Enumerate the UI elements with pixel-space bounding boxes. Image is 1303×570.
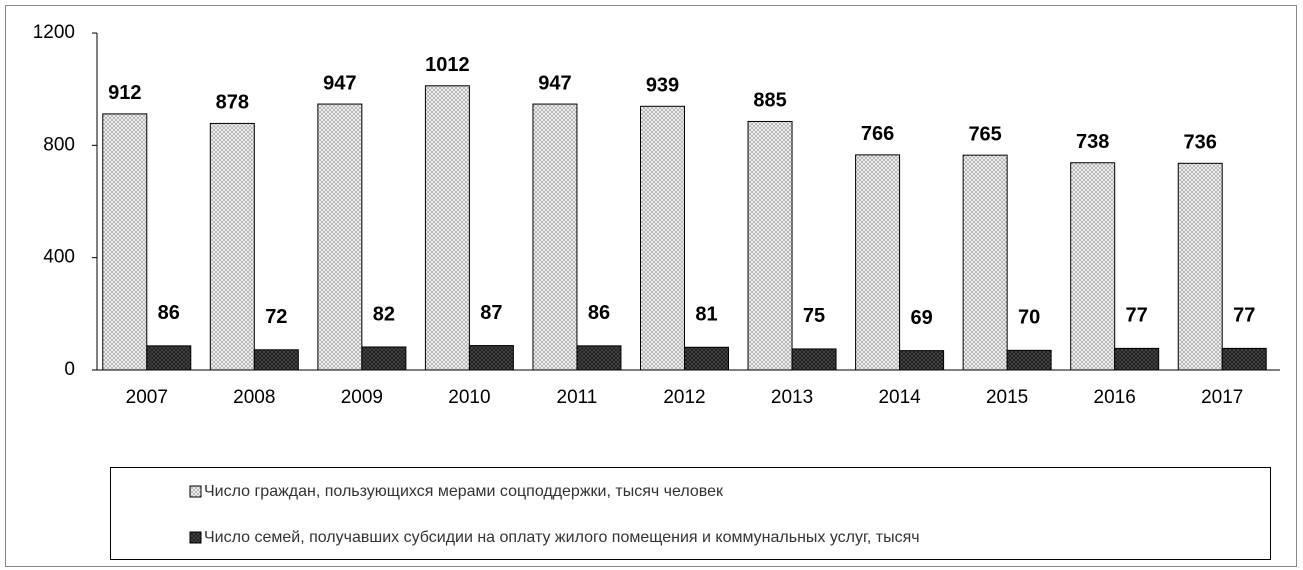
x-tick-label: 2014 [878,387,921,408]
data-label: 86 [158,302,180,324]
data-label: 87 [480,302,502,324]
bar [1221,347,1267,371]
data-label: 81 [695,304,717,326]
bar [747,120,793,371]
data-label: 766 [861,123,894,145]
bar [1070,162,1116,371]
x-tick-label: 2016 [1094,387,1136,408]
x-tick-label: 2011 [557,387,598,408]
x-tick-label: 2009 [341,387,383,408]
x-tick-label: 2008 [233,387,275,408]
data-label: 86 [588,302,610,324]
bar [855,154,901,371]
bar [962,154,1008,371]
bar [1114,347,1160,371]
bar [102,113,148,371]
bar [791,348,837,371]
legend-swatch [189,531,202,544]
data-label: 70 [1018,307,1040,329]
y-tick-label: 800 [43,134,75,155]
x-tick-label: 2007 [126,387,168,408]
bar [1177,162,1223,371]
bar [424,85,470,371]
legend-label: Число семей, получавших субсидии на опла… [204,529,920,546]
legend-box [110,467,1271,560]
legend-swatch [189,485,202,498]
data-label: 878 [216,92,249,114]
data-label: 736 [1184,132,1217,154]
bar [532,103,578,371]
data-label: 765 [968,123,1001,145]
data-label: 1012 [425,54,470,76]
bar [1006,349,1052,371]
data-label: 947 [538,72,571,94]
data-label: 947 [323,72,356,94]
data-label: 72 [265,306,287,328]
data-label: 885 [753,90,786,112]
data-label: 69 [910,307,932,329]
bar [576,345,622,371]
bar [146,345,192,371]
bar [899,350,945,371]
x-tick-label: 2010 [448,387,490,408]
bar [317,103,363,371]
bar [361,346,407,371]
x-tick-label: 2015 [986,387,1028,408]
bar [640,105,685,371]
y-tick-label: 1200 [33,22,75,43]
legend-label: Число граждан, пользующихся мерами соцпо… [204,483,724,500]
x-tick-label: 2013 [771,387,813,408]
bar [209,122,255,371]
data-label: 77 [1233,305,1255,327]
bar [468,345,514,371]
data-label: 82 [373,303,395,325]
data-label: 939 [646,75,679,97]
bar [684,346,729,371]
data-label: 77 [1126,305,1148,327]
bar [253,349,299,371]
y-tick-label: 400 [43,247,75,268]
x-tick-label: 2012 [663,387,705,408]
data-label: 738 [1076,131,1109,153]
data-label: 912 [108,82,141,104]
y-tick-label: 0 [64,359,75,380]
x-tick-label: 2017 [1201,387,1243,408]
data-label: 75 [803,305,825,327]
